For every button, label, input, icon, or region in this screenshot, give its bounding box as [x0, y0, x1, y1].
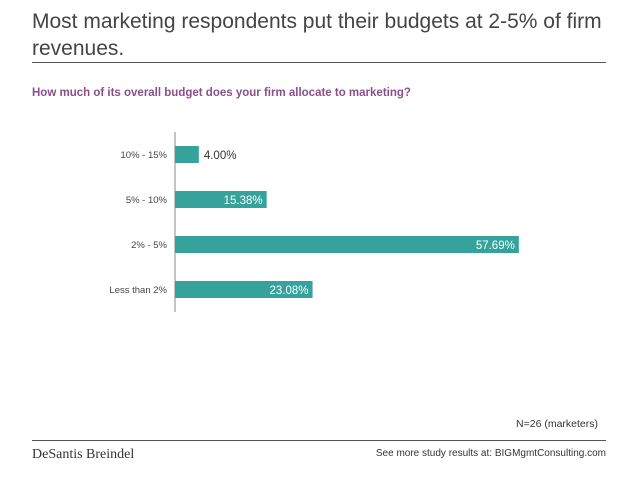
bar-value-label: 15.38%	[224, 195, 263, 207]
bar	[175, 191, 267, 208]
bar-chart: 10% - 15% 4.00% 5% - 10% 15.38% 2% - 5% 57.69…	[109, 132, 519, 312]
bar	[175, 236, 519, 253]
footer-prefix: See more study results at:	[375, 448, 493, 459]
chart-question: How much of its overall budget does your…	[32, 87, 411, 99]
bar-value-label: 23.08%	[270, 285, 309, 297]
category-tick-label: 5% - 10%	[126, 195, 168, 206]
title-divider	[32, 62, 606, 63]
category-tick-label: 10% - 15%	[121, 150, 168, 161]
category-tick-label: 2% - 5%	[131, 240, 167, 251]
category-tick-label: Less than 2%	[109, 285, 167, 296]
footer-text: See more study results at: BIGMgmtConsul…	[376, 448, 606, 459]
company-logo: DeSantis Breindel	[32, 447, 135, 462]
page-title: Most marketing respondents put their bud…	[32, 10, 602, 60]
footer-link[interactable]: BIGMgmtConsulting.com	[494, 448, 606, 459]
bar	[175, 281, 313, 298]
bar-value-label: 4.00%	[204, 150, 237, 162]
footer-divider	[32, 440, 606, 441]
sample-size-note: N=26 (marketers)	[516, 418, 598, 430]
bar	[175, 146, 199, 163]
bar-value-label: 57.69%	[476, 240, 515, 252]
